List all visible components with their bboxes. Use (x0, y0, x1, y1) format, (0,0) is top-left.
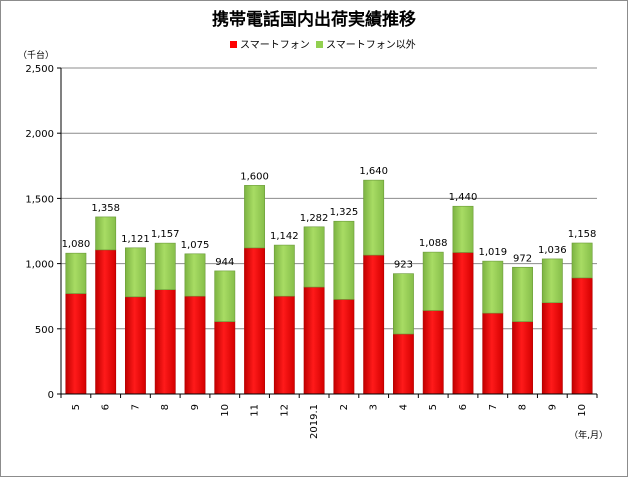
bar-smartphone (571, 277, 593, 395)
bar-smartphone (214, 321, 236, 395)
y-tick-label: 500 (35, 325, 54, 336)
total-label: 944 (215, 257, 234, 268)
bar-smartphone (363, 254, 385, 395)
total-label: 1,080 (62, 239, 91, 250)
x-tick-label: 2 (339, 404, 350, 410)
y-tick-label: 0 (48, 390, 54, 401)
x-tick-label: 6 (458, 404, 469, 410)
total-label: 1,600 (240, 171, 269, 182)
total-label: 1,358 (91, 203, 120, 214)
x-tick-label: 9 (190, 404, 201, 410)
total-label: 1,282 (300, 213, 329, 224)
bar-smartphone (95, 249, 117, 395)
bar-smartphone (303, 286, 325, 395)
total-label: 1,019 (478, 247, 507, 258)
x-tick-label: 12 (279, 404, 290, 417)
bar-other (154, 242, 176, 290)
y-tick-label: 2,500 (25, 64, 54, 75)
total-label: 1,088 (419, 238, 448, 249)
bar-smartphone (482, 312, 504, 395)
bar-other (393, 273, 414, 335)
y-tick-label: 1,000 (25, 260, 54, 271)
total-label: 1,036 (538, 245, 567, 256)
x-axis-unit: （年,月） (569, 429, 608, 441)
legend-swatch-smartphone (230, 41, 237, 48)
x-tick-label: 7 (488, 404, 499, 410)
legend-swatch-other (316, 41, 323, 48)
bar-smartphone (65, 293, 87, 395)
bar-other (512, 266, 533, 322)
bar-smartphone (273, 295, 295, 395)
bar-other (303, 226, 325, 288)
bar-smartphone (541, 302, 563, 395)
total-label: 923 (394, 260, 413, 271)
x-axis-ticks: 5 6 7 8 9 10 11 12 2019.1 2 3 4 5 6 7 8 9 10 (60, 394, 598, 439)
bar-other (333, 220, 355, 300)
x-tick-label: 6 (101, 404, 112, 410)
bar-smartphone (422, 310, 444, 395)
bar-smartphone (154, 289, 176, 395)
y-tick-label: 2,000 (25, 129, 54, 140)
bar-smartphone (333, 299, 355, 395)
bar-other (482, 260, 504, 314)
legend-label-other: スマートフォン以外 (326, 39, 416, 51)
bar-smartphone (452, 252, 474, 395)
y-tick-label: 1,500 (25, 194, 54, 205)
bar-other (95, 216, 117, 251)
total-label: 1,121 (121, 234, 150, 245)
x-tick-label: 9 (547, 404, 558, 410)
total-label: 1,142 (270, 231, 299, 242)
bar-other (244, 185, 265, 249)
bar-other (541, 258, 563, 304)
bar-other (273, 244, 295, 297)
x-tick-label: 11 (250, 404, 261, 417)
x-tick-label: 7 (130, 404, 141, 410)
bar-other (184, 253, 206, 297)
x-tick-label: 10 (220, 404, 231, 417)
bar-smartphone (125, 296, 146, 395)
legend: スマートフォン スマートフォン以外 (230, 39, 416, 51)
bar-other (363, 179, 385, 256)
x-tick-label: 8 (518, 404, 529, 410)
total-label: 1,440 (449, 192, 478, 203)
x-tick-label: 3 (369, 404, 380, 410)
bar-smartphone (393, 333, 414, 395)
axes (60, 68, 597, 395)
bar-smartphone (184, 295, 206, 395)
bar-other (452, 205, 474, 253)
bar-other (571, 242, 593, 279)
x-tick-label: 8 (160, 404, 171, 410)
bar-smartphone (512, 321, 533, 395)
legend-label-smartphone: スマートフォン (240, 40, 310, 51)
x-tick-label: 10 (577, 404, 588, 417)
x-tick-label: 5 (428, 404, 439, 410)
bar-other (214, 270, 236, 322)
bar-smartphone (244, 247, 265, 395)
total-label: 1,325 (330, 207, 359, 218)
total-label: 972 (513, 253, 532, 264)
total-label: 1,157 (151, 229, 180, 240)
chart-title: 携帯電話国内出荷実績推移 (212, 9, 416, 30)
x-tick-label: 4 (398, 404, 409, 410)
gridlines (61, 67, 597, 330)
y-axis-unit: （千台） (18, 49, 54, 61)
bar-other (125, 247, 146, 298)
x-tick-label: 2019.1 (309, 404, 320, 439)
total-label: 1,075 (181, 240, 210, 251)
bar-other (65, 252, 87, 294)
total-label: 1,158 (568, 229, 597, 240)
x-tick-label: 5 (71, 404, 82, 410)
total-label: 1,640 (359, 166, 388, 177)
y-axis-ticks: 0 500 1,000 1,500 2,000 2,500 (25, 64, 61, 401)
bar-other (422, 251, 444, 311)
bars (65, 179, 593, 395)
